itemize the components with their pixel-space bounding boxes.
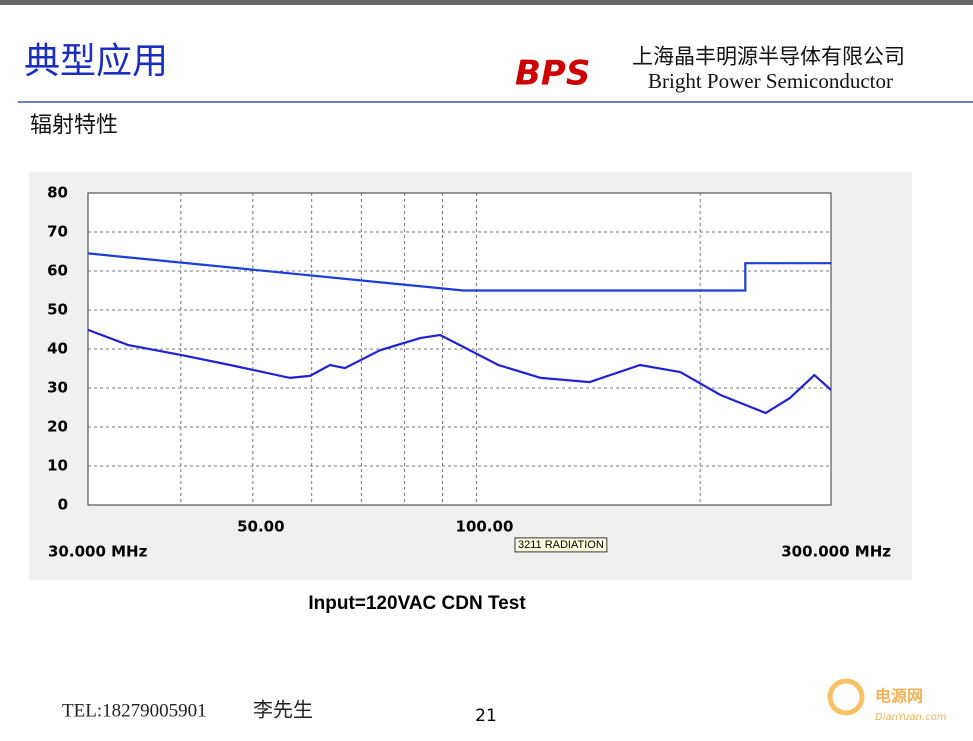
y-tick-label: 10	[47, 457, 68, 475]
company-cn: 上海晶丰明源半导体有限公司	[632, 45, 905, 69]
footer-tel: TEL:18279005901	[62, 700, 207, 721]
x-tick-label: 30.000 MHz	[48, 543, 148, 561]
annotation: 3211 RADIATION	[518, 539, 604, 551]
top-border	[0, 0, 973, 5]
series-line	[87, 328, 832, 415]
caption: Input=120VAC CDN Test	[308, 593, 526, 614]
y-tick-label: 70	[47, 223, 68, 241]
y-tick-label: 0	[58, 496, 68, 514]
watermark-name: 电源网	[875, 687, 923, 706]
y-tick-label: 30	[47, 379, 68, 397]
x-tick-label: 100.00	[456, 518, 514, 536]
x-tick-label: 50.00	[237, 518, 284, 536]
y-tick-label: 50	[47, 301, 68, 319]
watermark-icon	[827, 678, 865, 716]
y-tick-label: 20	[47, 418, 68, 436]
chart: 0 10 20 30 40 50 60 70 80 30.000 MHz 50.00 100.00 30…	[47, 184, 891, 561]
x-tick-label: 300.000 MHz	[781, 543, 891, 561]
company-en: Bright Power Semiconductor	[648, 69, 893, 93]
logo: BPS	[515, 54, 590, 94]
page-number: 21	[475, 706, 497, 726]
y-tick-label: 40	[47, 340, 68, 358]
series-line	[87, 252, 831, 292]
footer-contact: 李先生	[253, 698, 313, 722]
y-tick-label: 60	[47, 262, 68, 280]
annotation-box	[514, 537, 608, 553]
subtitle: 辐射特性	[30, 113, 118, 138]
y-tick-label: 80	[47, 184, 68, 202]
watermark-site: DianYuan.com	[875, 712, 947, 723]
slide-title: 典型应用	[24, 41, 168, 82]
